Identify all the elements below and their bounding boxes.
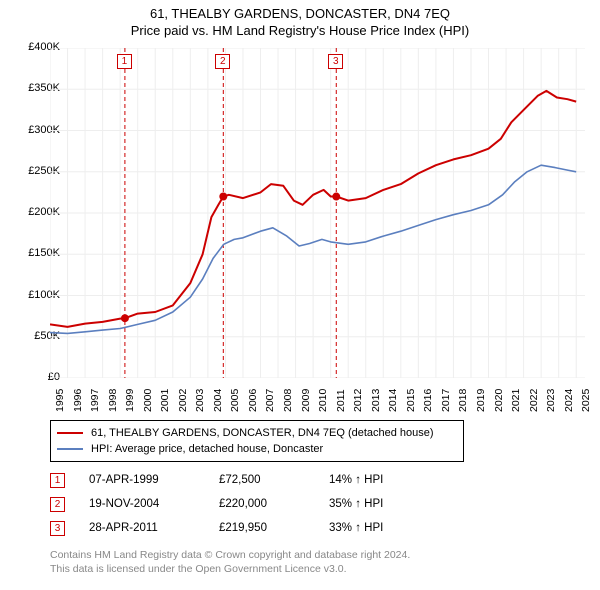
x-tick-label: 2003 bbox=[194, 389, 206, 412]
x-tick-label: 2004 bbox=[212, 389, 224, 412]
sale-pct: 35% ↑ HPI bbox=[329, 498, 429, 510]
sale-marker-box: 1 bbox=[117, 54, 132, 69]
sale-pct: 14% ↑ HPI bbox=[329, 474, 429, 486]
x-tick-label: 2014 bbox=[387, 389, 399, 412]
x-tick-label: 1995 bbox=[54, 389, 66, 412]
x-tick-label: 2007 bbox=[264, 389, 276, 412]
title-subtitle: Price paid vs. HM Land Registry's House … bbox=[0, 23, 600, 38]
sale-marker-box: 3 bbox=[328, 54, 343, 69]
sales-row: 1 07-APR-1999£72,50014% ↑ HPI bbox=[50, 468, 429, 492]
x-tick-label: 2002 bbox=[177, 389, 189, 412]
x-tick-label: 2024 bbox=[563, 389, 575, 412]
x-tick-label: 2005 bbox=[229, 389, 241, 412]
title-block: 61, THEALBY GARDENS, DONCASTER, DN4 7EQ … bbox=[0, 0, 600, 38]
x-tick-label: 2000 bbox=[142, 389, 154, 412]
sales-row: 2 19-NOV-2004£220,00035% ↑ HPI bbox=[50, 492, 429, 516]
x-tick-label: 1998 bbox=[107, 389, 119, 412]
x-tick-label: 2012 bbox=[352, 389, 364, 412]
sale-marker-cell: 3 bbox=[50, 521, 65, 536]
x-tick-label: 2015 bbox=[405, 389, 417, 412]
x-tick-label: 1996 bbox=[72, 389, 84, 412]
sales-table: 1 07-APR-1999£72,50014% ↑ HPI 2 19-NOV-2004… bbox=[50, 468, 429, 540]
sale-price: £219,950 bbox=[219, 522, 329, 534]
sale-date: 07-APR-1999 bbox=[89, 474, 219, 486]
x-tick-label: 2022 bbox=[528, 389, 540, 412]
x-tick-label: 2016 bbox=[422, 389, 434, 412]
chart-container: 61, THEALBY GARDENS, DONCASTER, DN4 7EQ … bbox=[0, 0, 600, 590]
x-tick-label: 2006 bbox=[247, 389, 259, 412]
x-tick-label: 2010 bbox=[317, 389, 329, 412]
x-tick-label: 2009 bbox=[300, 389, 312, 412]
x-tick-label: 2011 bbox=[335, 389, 347, 412]
x-tick-label: 2013 bbox=[370, 389, 382, 412]
x-tick-label: 2020 bbox=[493, 389, 505, 412]
x-tick-label: 2001 bbox=[159, 389, 171, 412]
sales-row: 3 28-APR-2011£219,95033% ↑ HPI bbox=[50, 516, 429, 540]
x-tick-label: 1997 bbox=[89, 389, 101, 412]
legend-row: 61, THEALBY GARDENS, DONCASTER, DN4 7EQ … bbox=[57, 425, 457, 441]
x-tick-label: 2019 bbox=[475, 389, 487, 412]
sale-date: 19-NOV-2004 bbox=[89, 498, 219, 510]
sale-date: 28-APR-2011 bbox=[89, 522, 219, 534]
footnote-line: Contains HM Land Registry data © Crown c… bbox=[50, 548, 410, 562]
sale-marker-cell: 1 bbox=[50, 473, 65, 488]
x-tick-label: 2008 bbox=[282, 389, 294, 412]
chart-svg bbox=[50, 48, 585, 378]
sale-pct: 33% ↑ HPI bbox=[329, 522, 429, 534]
legend-row: HPI: Average price, detached house, Donc… bbox=[57, 441, 457, 457]
sale-price: £72,500 bbox=[219, 474, 329, 486]
chart-plot-area bbox=[50, 48, 585, 378]
x-tick-label: 2023 bbox=[545, 389, 557, 412]
legend-label: 61, THEALBY GARDENS, DONCASTER, DN4 7EQ … bbox=[91, 427, 434, 439]
title-address: 61, THEALBY GARDENS, DONCASTER, DN4 7EQ bbox=[0, 6, 600, 21]
legend-swatch bbox=[57, 448, 83, 450]
legend-label: HPI: Average price, detached house, Donc… bbox=[91, 443, 323, 455]
sale-marker-cell: 2 bbox=[50, 497, 65, 512]
footnote-line: This data is licensed under the Open Gov… bbox=[50, 562, 410, 576]
x-tick-label: 2021 bbox=[510, 389, 522, 412]
x-tick-label: 1999 bbox=[124, 389, 136, 412]
legend-swatch bbox=[57, 432, 83, 434]
x-tick-label: 2017 bbox=[440, 389, 452, 412]
x-tick-label: 2025 bbox=[580, 389, 592, 412]
sale-price: £220,000 bbox=[219, 498, 329, 510]
footnote: Contains HM Land Registry data © Crown c… bbox=[50, 548, 410, 576]
sale-marker-box: 2 bbox=[215, 54, 230, 69]
legend: 61, THEALBY GARDENS, DONCASTER, DN4 7EQ … bbox=[50, 420, 464, 462]
x-tick-label: 2018 bbox=[457, 389, 469, 412]
